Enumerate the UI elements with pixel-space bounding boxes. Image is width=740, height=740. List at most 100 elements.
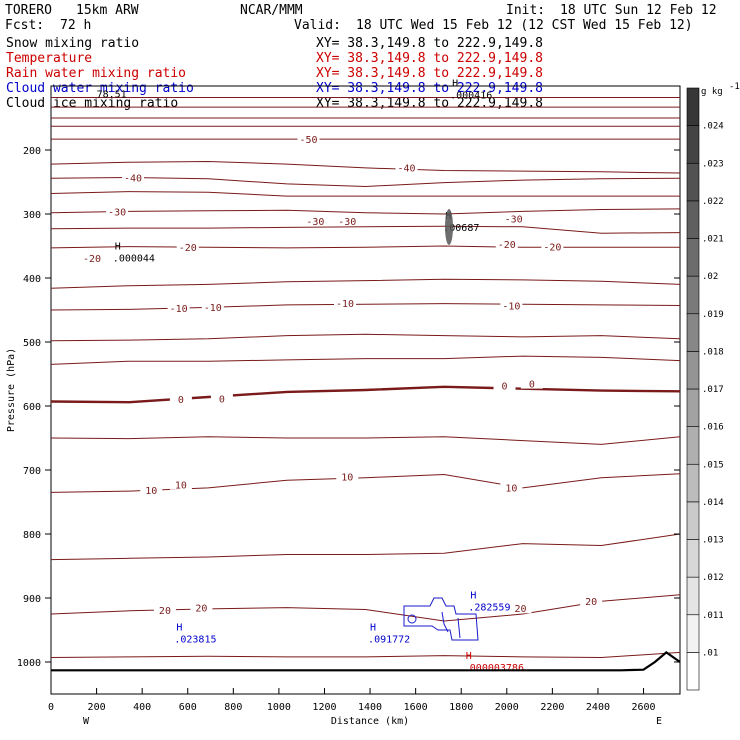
temperature-contour — [50, 245, 680, 249]
extremum-symbol: H — [466, 651, 472, 662]
contour-label: -10 — [170, 304, 188, 315]
contour-label-bg — [580, 595, 603, 607]
header: TORERO 15km ARW NCAR/MMM Init: 18 UTC Su… — [5, 3, 717, 33]
contour-label: -50 — [299, 135, 317, 146]
fcst-value: 72 h — [60, 18, 91, 33]
temperature-contour — [50, 533, 681, 561]
contour-label: -20 — [498, 240, 516, 251]
y-axis-label: Pressure (hPa) — [6, 348, 17, 432]
x-tick-label: 1000 — [267, 702, 291, 713]
y-tick-label: 200 — [23, 146, 41, 157]
colorbar-tick-label: .014 — [702, 498, 724, 508]
contour-label-bg — [190, 601, 213, 613]
temperature-contour — [50, 303, 681, 311]
temperature-contour — [50, 278, 681, 289]
y-tick-label: 600 — [23, 402, 41, 413]
colorbar-bin — [686, 200, 700, 239]
contour-label: 10 — [175, 481, 187, 492]
contour-label: 10 — [505, 483, 517, 494]
colorbar-bin — [686, 501, 700, 540]
field-name: Snow mixing ratio — [6, 36, 139, 51]
contour-label-bg — [500, 299, 523, 311]
model-resolution: 15km ARW — [76, 3, 139, 18]
temperature-contours: -50 -40 -40 -30 -30 -30 -30 -20 -20 -20 -20 -10 -10 -… — [50, 97, 681, 659]
colorbar-bin — [686, 426, 700, 465]
y-tick-label: 800 — [23, 530, 41, 541]
colorbar-bin — [686, 463, 700, 503]
cloud-water-contours — [403, 597, 479, 641]
contour-label-bg — [541, 240, 564, 252]
contour-label-bg — [81, 252, 104, 264]
temperature-contour — [50, 651, 681, 659]
contour-label-bg — [297, 133, 320, 145]
contour-label-bg — [169, 392, 192, 404]
extremum-value: .000003786 — [464, 663, 524, 674]
y-tick-label: 900 — [23, 594, 41, 605]
colorbar-tick-label: .01 — [702, 648, 718, 658]
field-xy: XY= 38.3,149.8 to 222.9,149.8 — [316, 36, 543, 51]
extremum-symbol: H — [115, 242, 121, 253]
temperature-contour — [50, 208, 681, 215]
contour-label: -40 — [397, 163, 415, 174]
contour-label-bg — [509, 602, 532, 614]
contour-label: 0 — [529, 380, 535, 391]
contour-label: 0 — [178, 395, 184, 406]
x-left-end-label: W — [83, 716, 90, 727]
colorbar: .01 .011 .012 .013 .014 .015 .016 .017 .018 .019.… — [686, 82, 740, 691]
contour-label: -10 — [336, 299, 354, 310]
contour-label-bg — [210, 392, 233, 404]
y-tick-label: 500 — [23, 338, 41, 349]
contour-label: -30 — [338, 217, 356, 228]
contour-label-bg — [502, 212, 525, 224]
init-label: Init: — [506, 3, 545, 18]
colorbar-bin — [686, 313, 700, 352]
field-name: Cloud water mixing ratio — [6, 81, 194, 96]
colorbar-bin — [686, 388, 700, 427]
extremum-value: .000044 — [113, 254, 155, 265]
temperature-contour — [50, 385, 681, 404]
colorbar-tick-label: .012 — [702, 573, 724, 583]
extremum-value: .091772 — [368, 634, 410, 645]
colorbar-bin — [686, 576, 700, 616]
terrain-path — [51, 651, 681, 672]
temperature-contour — [50, 436, 681, 445]
terrain-line — [51, 651, 681, 672]
extremum-value: .023815 — [174, 634, 216, 645]
extremum-symbol: H — [470, 590, 476, 601]
colorbar-tick-label: .018 — [702, 347, 724, 357]
field-name: Temperature — [6, 51, 92, 66]
colorbar-bin — [686, 87, 700, 126]
colorbar-bin — [686, 238, 700, 277]
x-tick-label: 2200 — [540, 702, 564, 713]
contour-label-bg — [333, 296, 356, 308]
colorbar-unit-exponent: -1 — [729, 82, 740, 92]
extremum-value: .000416 — [450, 90, 492, 101]
contour-label-bg — [520, 377, 543, 389]
contour-label: -10 — [502, 302, 520, 313]
colorbar-tick-label: .021 — [702, 235, 724, 245]
contour-label: 10 — [145, 486, 157, 497]
temperature-contour — [50, 355, 681, 365]
contour-label: 0 — [502, 382, 508, 393]
contour-label: -30 — [108, 208, 126, 219]
temperature-contour — [50, 333, 681, 342]
contour-label-bg — [167, 302, 190, 314]
field-xy: XY= 38.3,149.8 to 222.9,149.8 — [316, 81, 543, 96]
model-name: TORERO — [5, 3, 52, 18]
temperature-contour — [50, 176, 681, 188]
valid-label: Valid: — [294, 18, 341, 33]
field-xy: XY= 38.3,149.8 to 222.9,149.8 — [316, 96, 543, 111]
contour-label: 20 — [195, 604, 207, 615]
center-name: NCAR/MMM — [240, 3, 303, 18]
x-tick-label: 2000 — [495, 702, 519, 713]
field-xy: XY= 38.3,149.8 to 222.9,149.8 — [316, 51, 543, 66]
colorbar-tick-label: .024 — [702, 122, 724, 132]
x-tick-label: 1600 — [404, 702, 428, 713]
contour-label: 20 — [159, 606, 171, 617]
x-tick-label: 1200 — [312, 702, 336, 713]
y-tick-label: 700 — [23, 466, 41, 477]
colorbar-tick-label: .019 — [702, 310, 724, 320]
contour-label: -40 — [124, 174, 142, 185]
init-time: 18 UTC Sun 12 Feb 12 — [560, 3, 717, 18]
y-tick-label: 300 — [23, 210, 41, 221]
